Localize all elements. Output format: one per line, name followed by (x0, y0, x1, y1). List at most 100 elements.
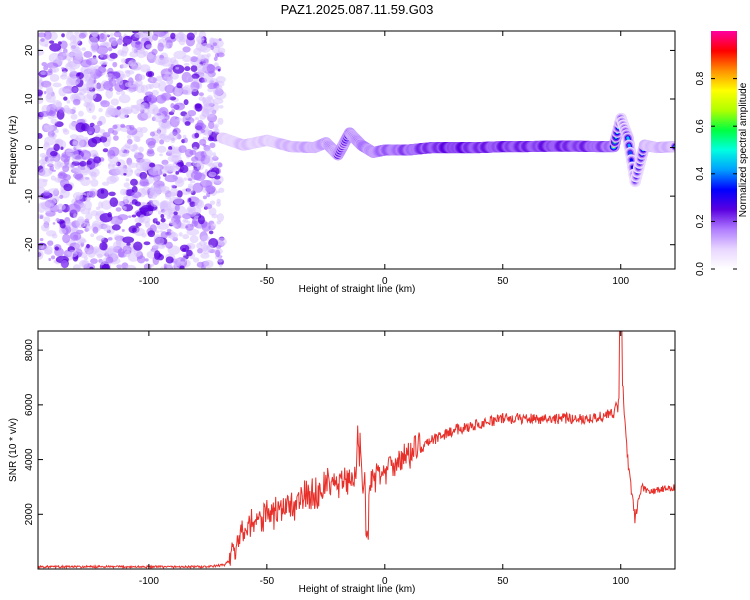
noise-speck (80, 176, 91, 187)
x-tick-label: 0 (382, 576, 388, 587)
noise-speck (84, 200, 92, 211)
noise-speck (90, 258, 98, 264)
noise-speck (63, 107, 73, 114)
noise-speck (48, 110, 56, 117)
noise-speck (40, 71, 47, 76)
noise-speck (52, 222, 56, 225)
noise-speck (118, 78, 124, 86)
noise-speck (59, 194, 64, 199)
noise-speck (72, 264, 81, 269)
noise-speck (194, 199, 205, 209)
noise-speck (131, 227, 137, 233)
noise-speck (182, 213, 192, 220)
noise-speck (198, 92, 204, 97)
noise-speck (50, 255, 56, 260)
noise-speck (81, 203, 86, 209)
colorbar-tick-label: 0.2 (695, 214, 706, 228)
noise-speck (184, 121, 191, 126)
noise-speck (103, 80, 114, 91)
noise-speck (111, 253, 116, 258)
noise-speck (191, 220, 199, 227)
noise-speck (99, 53, 104, 58)
noise-speck (79, 150, 92, 160)
spectrogram-y-axis-label: Frequency (Hz) (8, 116, 19, 185)
noise-speck (113, 31, 122, 38)
noise-speck (134, 103, 145, 112)
noise-speck (43, 216, 51, 224)
noise-speck (54, 128, 59, 134)
noise-speck (69, 75, 81, 86)
noise-speck (138, 146, 144, 153)
noise-speck (216, 237, 227, 246)
noise-speck (44, 90, 47, 95)
noise-speck (117, 49, 125, 56)
noise-speck (63, 157, 70, 166)
y-tick-label: 6000 (24, 393, 35, 416)
noise-speck (165, 44, 170, 48)
noise-speck (67, 203, 81, 214)
noise-speck (192, 160, 203, 167)
noise-speck (94, 82, 105, 92)
noise-speck (86, 90, 97, 101)
noise-speck (73, 31, 80, 35)
noise-speck (50, 118, 58, 125)
noise-speck (186, 249, 193, 257)
noise-speck (101, 181, 110, 186)
noise-speck (127, 70, 135, 75)
noise-speck (185, 225, 189, 229)
noise-speck (151, 48, 158, 56)
noise-speck (160, 266, 164, 269)
x-tick-label: 50 (497, 576, 509, 587)
noise-speck (126, 242, 131, 246)
noise-speck (173, 102, 185, 111)
noise-speck (162, 39, 167, 43)
snr-y-axis-label: SNR (10 * v/v) (8, 418, 19, 482)
noise-speck (49, 74, 60, 82)
noise-speck (184, 66, 191, 72)
noise-speck (131, 214, 137, 218)
noise-speck (80, 65, 90, 75)
x-tick-label: 0 (382, 276, 388, 287)
noise-speck (159, 139, 165, 145)
noise-speck (131, 148, 136, 153)
noise-speck (39, 215, 44, 220)
noise-speck (96, 45, 109, 55)
noise-speck (175, 178, 183, 184)
noise-speck (85, 196, 91, 202)
noise-speck (157, 42, 164, 52)
noise-speck (125, 178, 130, 182)
noise-speck (72, 98, 81, 106)
noise-speck (62, 70, 68, 77)
noise-speck (78, 166, 91, 174)
noise-speck (148, 199, 153, 204)
colorbar-tick-label: 0.0 (695, 262, 706, 276)
noise-speck (189, 149, 197, 155)
noise-speck (156, 113, 162, 116)
noise-speck (86, 192, 90, 197)
noise-speck (54, 160, 61, 170)
noise-speck (147, 230, 156, 238)
noise-speck (109, 33, 114, 37)
noise-speck (39, 152, 47, 158)
noise-speck (71, 87, 78, 93)
noise-speck (143, 263, 152, 269)
noise-speck (123, 182, 130, 188)
noise-speck (204, 155, 214, 166)
noise-speck (155, 221, 161, 225)
y-tick-label: 0 (24, 144, 35, 150)
noise-speck (218, 38, 222, 42)
noise-speck (48, 257, 52, 262)
noise-speck (130, 178, 138, 186)
noise-speck (46, 85, 53, 94)
noise-speck (125, 264, 137, 269)
noise-speck (114, 82, 125, 92)
noise-speck (116, 264, 123, 269)
noise-speck (157, 210, 162, 215)
noise-speck (139, 214, 146, 223)
noise-speck (133, 241, 143, 251)
noise-speck (195, 122, 204, 131)
noise-speck (216, 52, 225, 58)
noise-speck (197, 215, 205, 225)
noise-speck (208, 171, 217, 178)
noise-speck (195, 35, 205, 44)
